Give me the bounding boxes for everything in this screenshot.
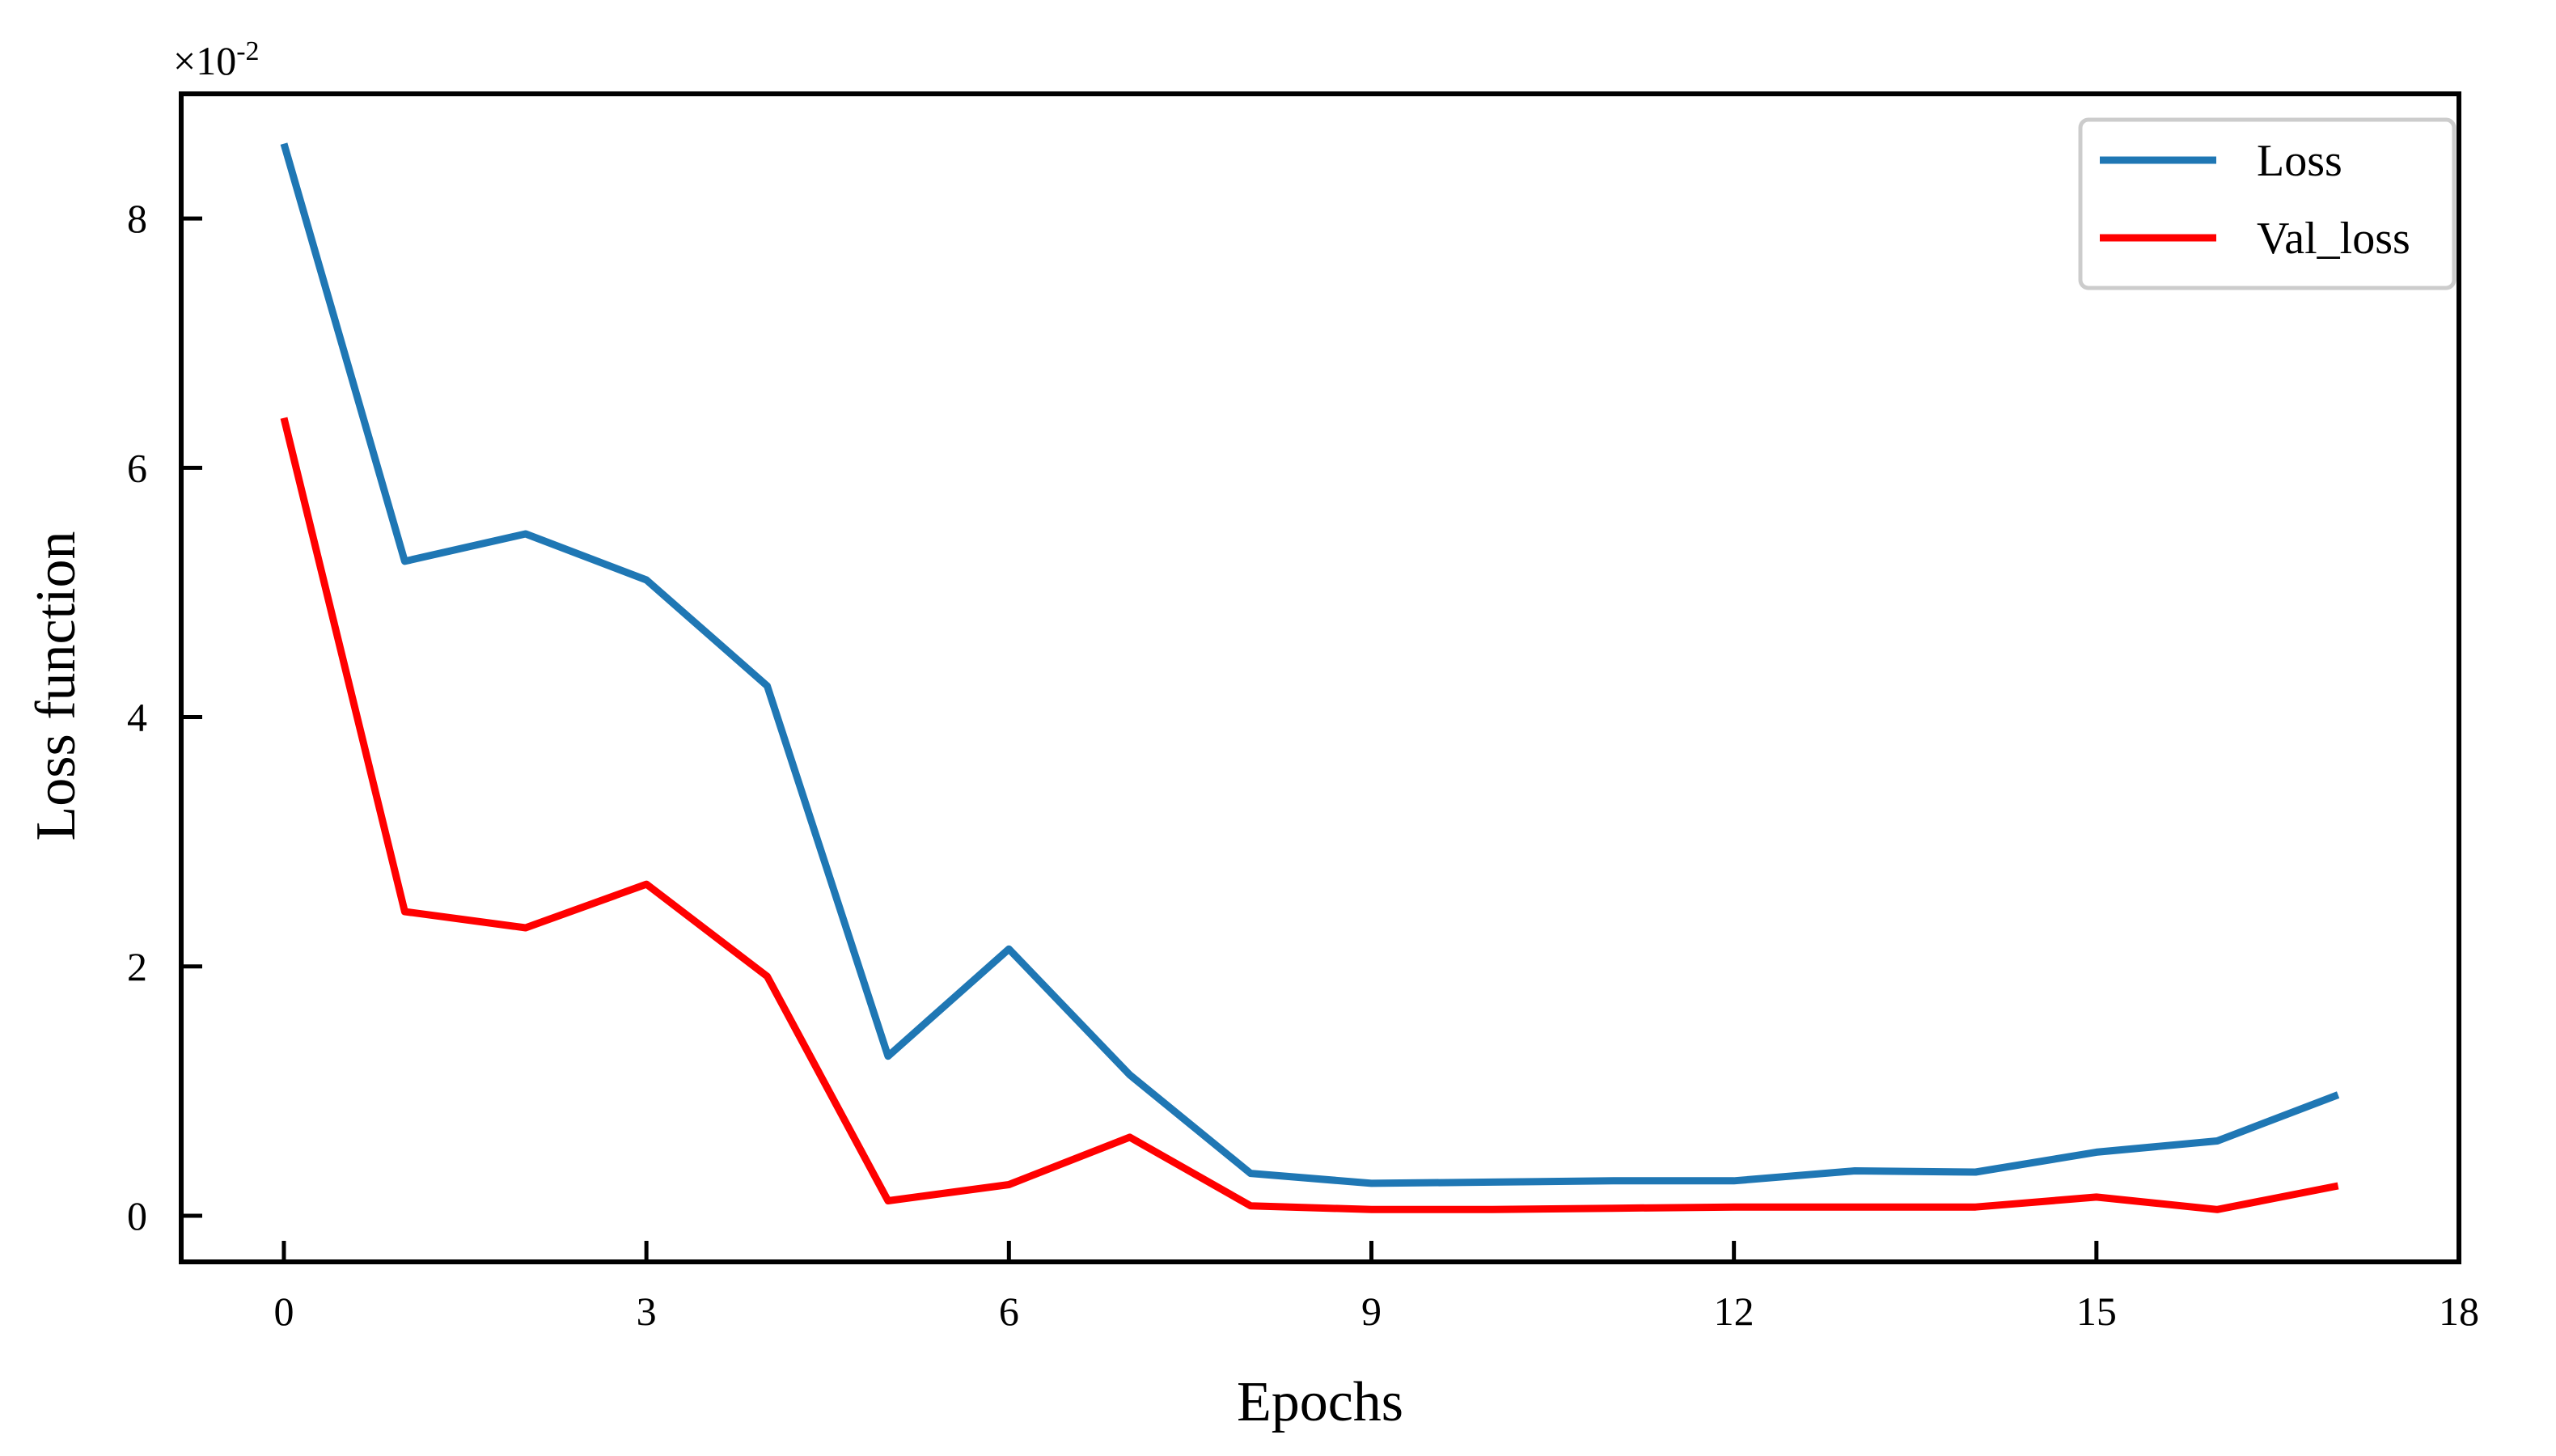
- series-line-loss: [280, 142, 2340, 1187]
- y-tick-label: 6: [127, 445, 147, 490]
- y-tick-label: 0: [127, 1193, 147, 1238]
- x-tick-label: 9: [1361, 1289, 1382, 1334]
- y-tick-label: 4: [127, 695, 147, 740]
- legend: Loss Val_loss: [2078, 117, 2457, 290]
- legend-label: Val_loss: [2257, 214, 2410, 264]
- y-tick-label: 8: [127, 196, 147, 241]
- y-scale-exponent: ×10-2: [173, 36, 260, 83]
- x-tick-label: 18: [2439, 1289, 2479, 1334]
- y-tick-label: 2: [127, 944, 147, 989]
- y-scale-power: -2: [236, 36, 259, 66]
- plot-frame: [179, 91, 2461, 1264]
- x-axis: 0 3 6 9 12 15 18: [273, 1241, 2479, 1334]
- x-tick-label: 0: [273, 1289, 294, 1334]
- x-tick-label: 15: [2076, 1289, 2117, 1334]
- plot-lines: [280, 142, 2340, 1213]
- x-tick-label: 12: [1714, 1289, 1754, 1334]
- y-scale-base: ×10: [173, 38, 236, 83]
- y-axis: 0 2 4 6 8: [127, 196, 202, 1238]
- y-axis-title: Loss function: [25, 531, 87, 840]
- x-tick-label: 6: [999, 1289, 1019, 1334]
- legend-label: Loss: [2257, 136, 2342, 186]
- series-line-val-loss: [280, 417, 2339, 1213]
- x-axis-title: Epochs: [1237, 1371, 1403, 1433]
- x-tick-label: 3: [637, 1289, 657, 1334]
